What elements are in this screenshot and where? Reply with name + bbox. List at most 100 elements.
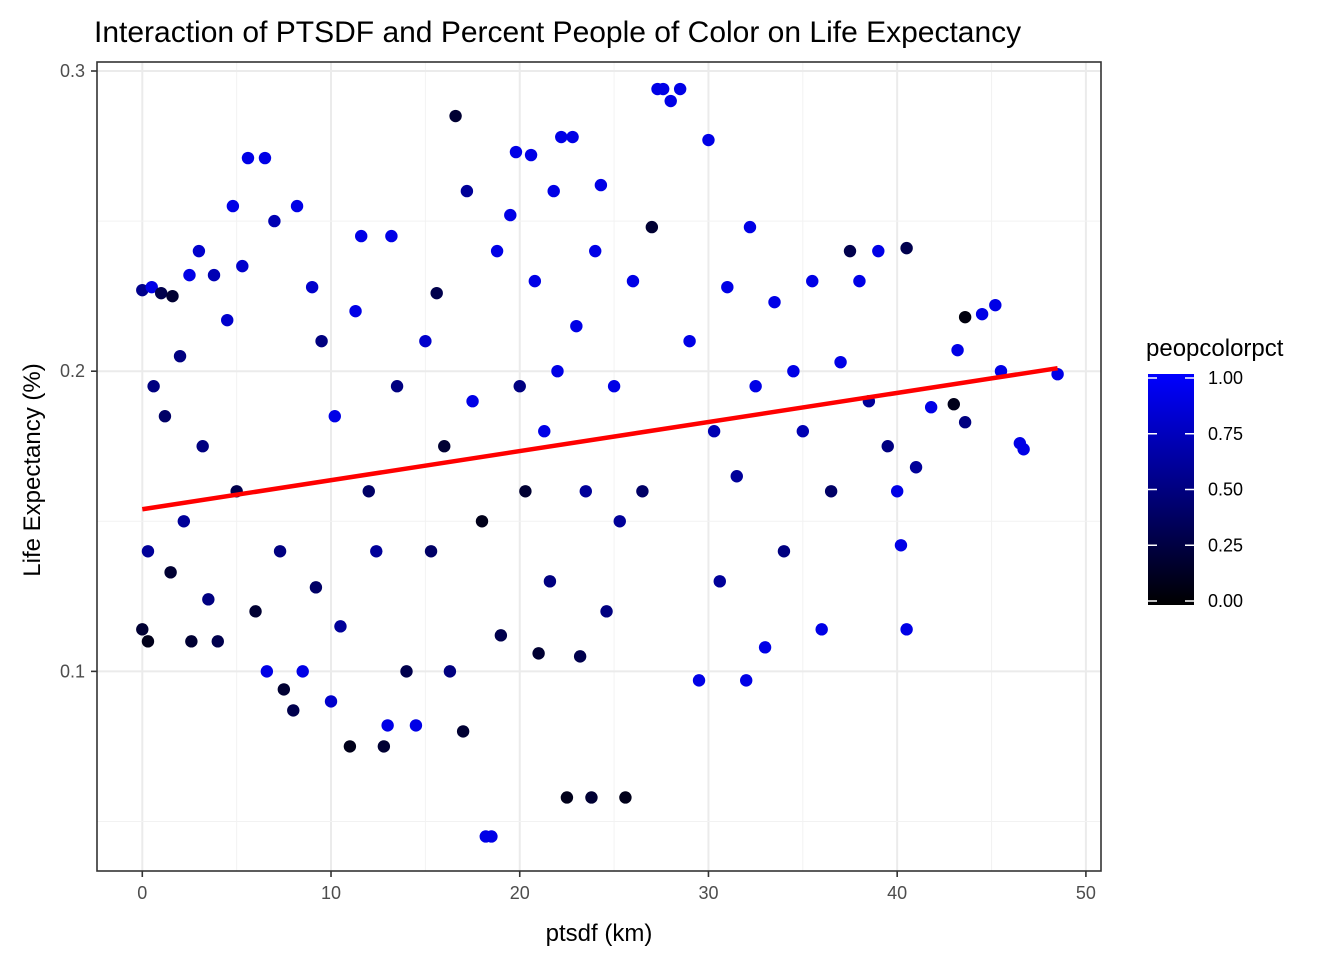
legend-label: 1.00 (1208, 368, 1243, 388)
scatter-point (158, 410, 172, 423)
scatter-point (273, 545, 287, 558)
scatter-point (768, 295, 781, 309)
x-tick-label: 20 (510, 883, 530, 903)
scatter-point (613, 515, 626, 528)
scatter-point (585, 791, 598, 804)
scatter-point (958, 310, 972, 324)
scatter-point (872, 244, 885, 258)
x-tick-label: 0 (137, 883, 147, 903)
regression-line (141, 365, 1058, 512)
scatter-point (740, 674, 753, 687)
scatter-point (664, 94, 677, 108)
scatter-point (419, 334, 432, 348)
scatter-point (177, 515, 191, 528)
scatter-point (600, 605, 613, 618)
scatter-point (743, 220, 757, 234)
legend-label: 0.50 (1208, 480, 1243, 500)
scatter-point (296, 665, 309, 678)
scatter-point (787, 364, 800, 378)
scatter-point (443, 665, 457, 678)
grid-lines (97, 62, 1101, 871)
x-tick-label: 50 (1076, 883, 1096, 903)
scatter-point (758, 641, 772, 654)
scatter-point (824, 485, 838, 498)
y-axis: 0.1 0.2 0.3 (60, 61, 97, 681)
y-tick-label: 0.3 (60, 61, 85, 81)
x-axis-title: ptsdf (km) (546, 920, 653, 947)
scatter-point (560, 791, 574, 804)
scatter-point (424, 545, 438, 558)
scatter-point (328, 410, 341, 423)
scatter-point (924, 401, 938, 414)
scatter-point (355, 229, 368, 243)
scatter-point (460, 184, 474, 198)
scatter-point (958, 416, 972, 429)
scatter-point (466, 395, 479, 408)
scatter-point (409, 719, 423, 732)
chart-title: Interaction of PTSDF and Percent People … (94, 16, 1021, 49)
y-tick-label: 0.2 (60, 361, 85, 381)
scatter-point (947, 398, 960, 411)
scatter-point (519, 485, 532, 498)
scatter-point (349, 304, 362, 318)
scatter-point (777, 545, 791, 558)
scatter-point (211, 635, 224, 648)
scatter-point (241, 151, 255, 165)
scatter-point (555, 130, 568, 144)
scatter-point (656, 82, 670, 96)
scatter-point (290, 199, 304, 213)
scatter-point (343, 740, 357, 753)
scatter-point (185, 635, 198, 648)
scatter-point (370, 545, 383, 558)
scatter-point (975, 307, 989, 321)
plot-border (96, 61, 1102, 872)
scatter-point (881, 440, 894, 453)
scatter-point (485, 830, 498, 843)
scatter-point (141, 545, 155, 558)
scatter-point (509, 145, 523, 159)
legend: peopcolorpct 0.00 0.25 0.50 0.75 1.00 (1146, 335, 1284, 611)
scatter-point (692, 674, 706, 687)
scatter-point (438, 440, 451, 453)
scatter-point (430, 286, 443, 300)
scatter-point (324, 695, 338, 708)
scatter-point (566, 130, 579, 144)
scatter-point (538, 425, 551, 438)
x-tick-label: 30 (698, 883, 718, 903)
scatter-point (385, 229, 398, 243)
scatter-point (390, 380, 404, 393)
scatter-point (236, 259, 249, 273)
scatter-point (815, 623, 828, 636)
scatter-point (260, 665, 274, 678)
legend-label: 0.25 (1208, 535, 1243, 555)
scatter-point (594, 178, 608, 192)
scatter-point (524, 148, 538, 162)
scatter-point (334, 620, 347, 633)
scatter-point (853, 274, 866, 288)
scatter-point (619, 791, 632, 804)
plot-panel (97, 62, 1101, 871)
legend-label: 0.00 (1208, 591, 1243, 611)
scatter-point (249, 605, 262, 618)
scatter-point (528, 274, 542, 288)
scatter-point (626, 274, 640, 288)
scatter-point (900, 241, 913, 255)
scatter-point (400, 665, 413, 678)
scatter-point (287, 704, 300, 717)
scatter-point (164, 566, 177, 579)
scatter-point (834, 355, 847, 369)
legend-title: peopcolorpct (1146, 335, 1284, 362)
scatter-point (673, 82, 687, 96)
scatter-point (258, 151, 272, 165)
scatter-point (207, 268, 221, 282)
scatter-point (989, 298, 1002, 312)
scatter-point (145, 280, 158, 294)
scatter-point (730, 470, 743, 483)
scatter-point (636, 485, 649, 498)
scatter-point (202, 593, 215, 606)
scatter-point (147, 380, 160, 393)
scatter-point (702, 133, 715, 147)
y-axis-title: Life Expectancy (%) (19, 363, 46, 576)
scatter-point (154, 286, 168, 300)
